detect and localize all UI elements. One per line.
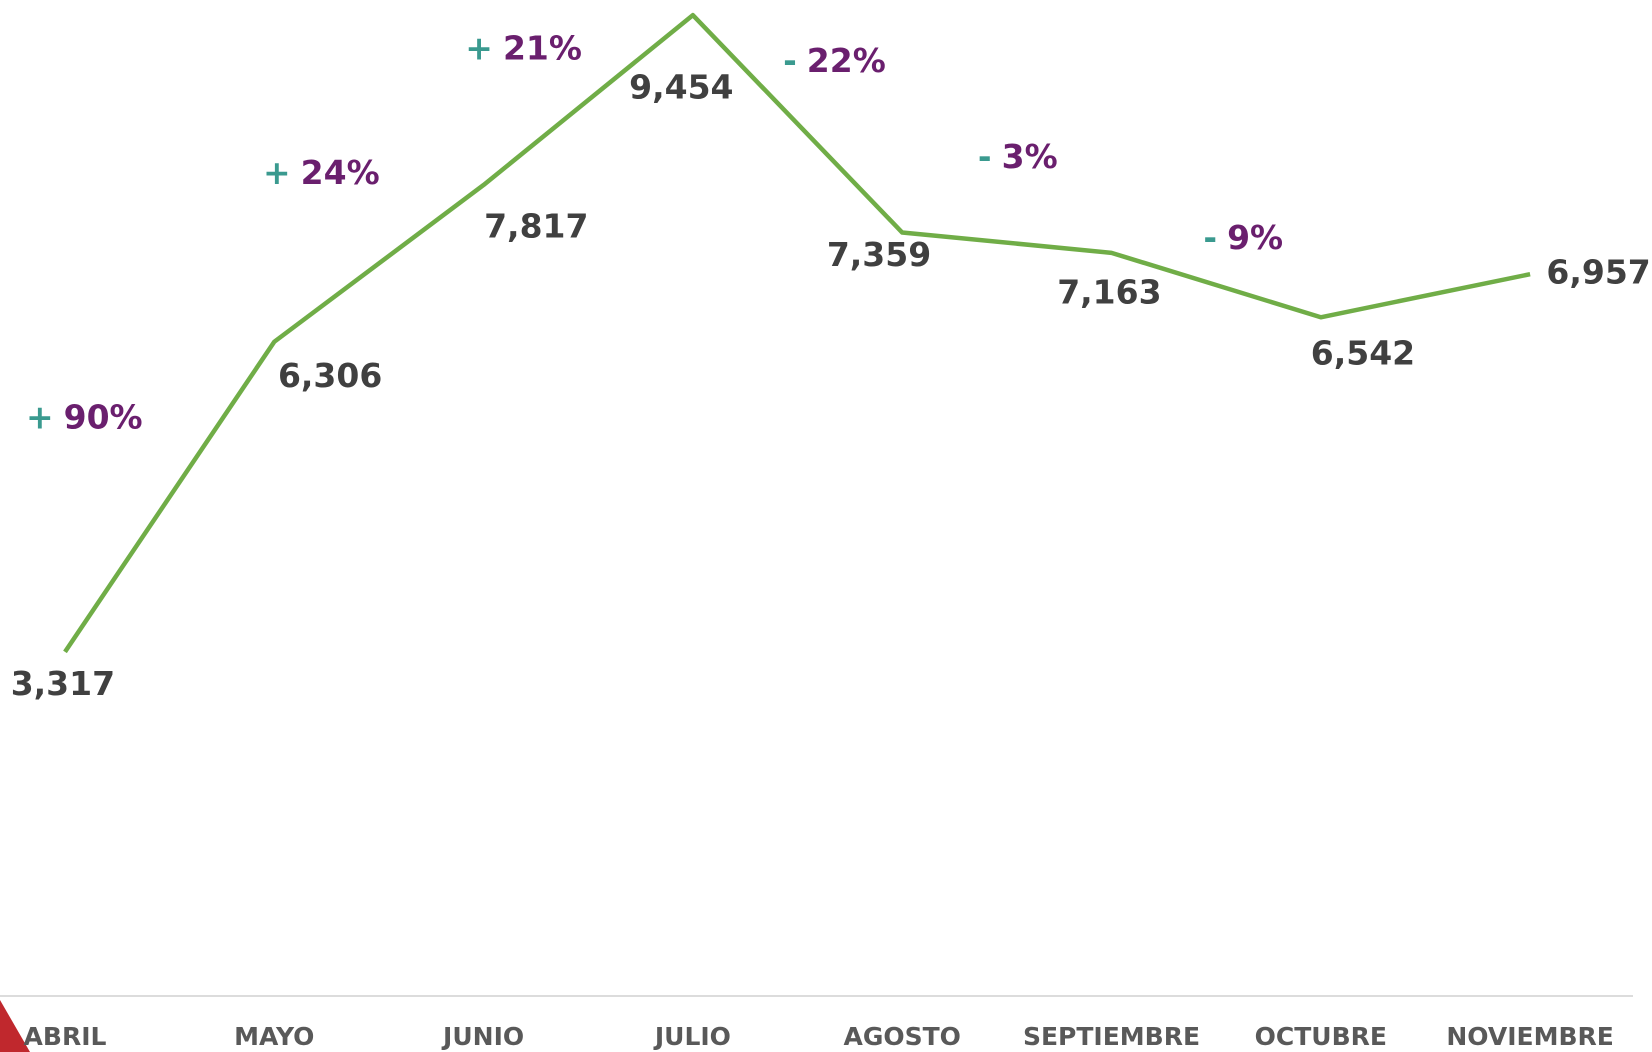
data-line [63, 12, 1531, 654]
change-text: 22% [807, 41, 886, 80]
change-sign: - [1203, 218, 1217, 257]
change-text: 21% [503, 28, 582, 67]
x-tick-label: SEPTIEMBRE [1023, 1022, 1200, 1051]
change-text: 3% [1002, 137, 1058, 176]
change-annotation: +24% [263, 152, 380, 191]
corner-decoration [0, 1000, 30, 1052]
change-sign: - [978, 137, 992, 176]
change-annotation: +21% [465, 28, 582, 67]
change-annotation: +90% [26, 397, 143, 436]
data-label: 6,957 [1546, 253, 1650, 292]
change-sign: + [263, 152, 291, 191]
x-tick-label: JUNIO [441, 1022, 524, 1051]
change-text: 90% [64, 397, 143, 436]
change-annotation: -9% [1203, 218, 1283, 257]
change-text: 9% [1227, 218, 1283, 257]
data-label: 7,817 [484, 207, 588, 246]
data-label: 7,359 [827, 235, 931, 274]
x-tick-label: MAYO [234, 1022, 314, 1051]
x-tick-label: OCTUBRE [1255, 1022, 1387, 1051]
x-tick-label: NOVIEMBRE [1446, 1022, 1614, 1051]
change-annotation: -22% [783, 41, 886, 80]
change-sign: + [465, 28, 493, 67]
x-tick-label: AGOSTO [843, 1022, 960, 1051]
change-annotation: -3% [978, 137, 1058, 176]
x-tick-label: JULIO [653, 1022, 731, 1051]
change-sign: + [26, 397, 54, 436]
change-text: 24% [301, 152, 380, 191]
change-sign: - [783, 41, 797, 80]
data-label: 9,454 [629, 67, 733, 106]
x-tick-label: ABRIL [24, 1022, 107, 1051]
data-label: 6,542 [1311, 334, 1415, 373]
data-label: 6,306 [278, 356, 382, 395]
data-label: 7,163 [1057, 272, 1161, 311]
data-label: 3,317 [11, 664, 115, 703]
